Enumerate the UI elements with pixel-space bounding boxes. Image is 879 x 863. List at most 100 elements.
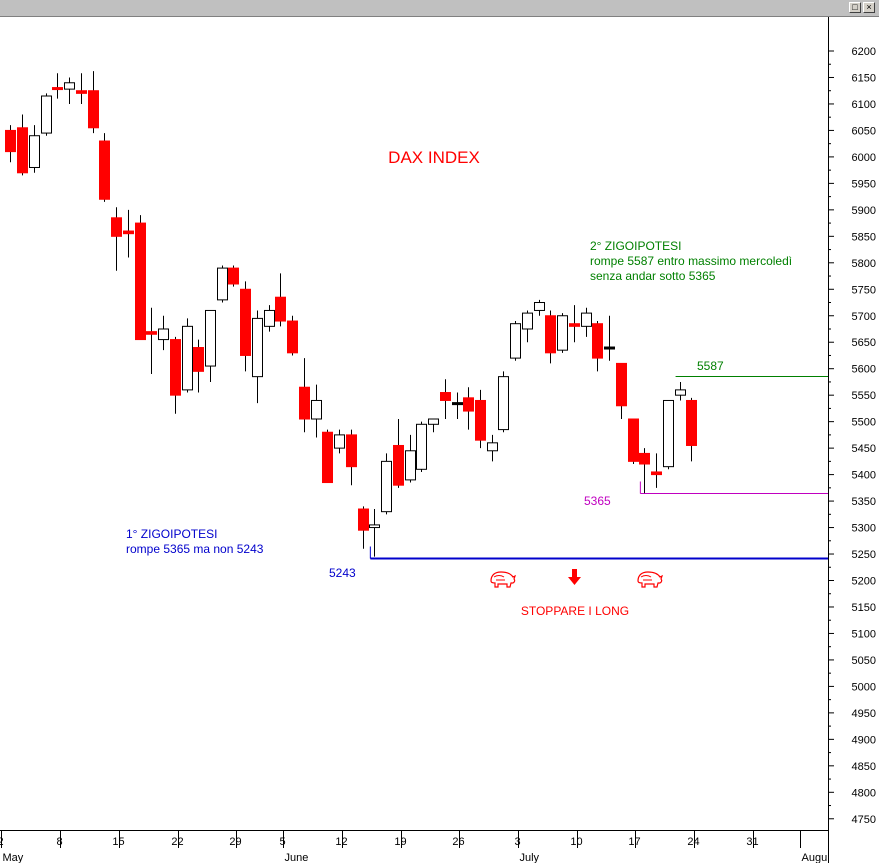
bear-icon <box>637 571 664 588</box>
candle-body <box>182 325 193 391</box>
candle <box>463 387 474 430</box>
candle <box>628 418 639 465</box>
candle <box>29 125 40 173</box>
hypothesis-1-title: 1° ZIGOIPOTESI <box>126 527 217 541</box>
chart-title: DAX INDEX <box>388 148 480 167</box>
candle-body <box>487 442 498 452</box>
candle <box>487 434 498 462</box>
hypothesis-2-title: 2° ZIGOIPOTESI <box>590 239 681 253</box>
x-tick-label: 3 <box>514 836 520 848</box>
candle-body <box>5 129 16 153</box>
candle <box>616 362 627 420</box>
candle <box>252 310 263 404</box>
x-tick-label: 29 <box>229 836 241 848</box>
candle <box>240 281 251 372</box>
candle <box>158 315 169 351</box>
y-tick-label: 5250 <box>852 549 876 561</box>
candle <box>311 384 322 438</box>
candle <box>299 358 310 433</box>
candle-body <box>463 397 474 412</box>
x-month-label: June <box>285 852 309 863</box>
candle-body <box>29 135 40 168</box>
candle <box>205 309 216 382</box>
candle-body <box>475 399 486 441</box>
candle <box>639 448 650 494</box>
candle-body <box>252 317 263 378</box>
candle <box>322 429 333 484</box>
close-icon[interactable]: × <box>863 2 875 13</box>
candle-body <box>99 140 110 200</box>
window-titlebar: □ × <box>0 0 879 17</box>
candle <box>452 392 463 420</box>
candle <box>17 114 28 176</box>
candle-body <box>76 90 87 94</box>
candle <box>416 421 427 472</box>
candle-body <box>639 452 650 465</box>
candle <box>651 453 662 488</box>
hypothesis-2-condition: rompe 5587 entro massimo mercoledì <box>590 254 792 268</box>
y-tick-label: 5550 <box>852 390 876 402</box>
candle <box>135 215 146 341</box>
candle-body <box>452 402 463 406</box>
y-tick-label: 4900 <box>852 734 876 746</box>
candle-body <box>170 339 181 396</box>
candle <box>217 265 228 303</box>
candle-body <box>545 315 556 354</box>
x-month-label: Augu <box>802 852 828 863</box>
candle-body <box>604 346 615 350</box>
hypothesis-2-constraint: senza andar sotto 5365 <box>590 269 716 283</box>
candle <box>604 315 615 361</box>
stop-long-label: STOPPARE I LONG <box>521 604 629 618</box>
candle-body <box>275 296 286 322</box>
x-month-label: July <box>520 852 540 863</box>
candle-body <box>358 508 369 531</box>
x-tick-label: 17 <box>628 836 640 848</box>
candle-body <box>405 450 416 481</box>
y-tick-label: 5300 <box>852 523 876 535</box>
y-tick-label: 4850 <box>852 761 876 773</box>
candles <box>5 71 697 557</box>
restore-icon[interactable]: □ <box>849 2 861 13</box>
candle-body <box>592 323 603 359</box>
y-tick-label: 5850 <box>852 231 876 243</box>
candle-body <box>52 87 63 91</box>
candle <box>510 321 521 361</box>
y-tick-label: 5200 <box>852 576 876 588</box>
candle-body <box>675 389 686 396</box>
candle <box>393 419 404 488</box>
candle <box>287 315 298 356</box>
candle <box>76 73 87 104</box>
candle <box>193 339 204 393</box>
candle <box>111 207 122 271</box>
candle <box>569 305 580 343</box>
candle-body <box>428 418 439 425</box>
candle-body <box>416 423 427 470</box>
x-month-label: May <box>3 852 24 863</box>
candle-body <box>287 320 298 354</box>
candle-body <box>569 323 580 327</box>
candle-body <box>510 323 521 359</box>
candle-body <box>88 90 99 129</box>
y-tick-label: 6050 <box>852 125 876 137</box>
candle-body <box>41 95 52 134</box>
x-tick-label: 12 <box>335 836 347 848</box>
candle <box>64 77 75 104</box>
candle-body <box>311 399 322 420</box>
candle <box>99 133 110 202</box>
candle <box>675 381 686 401</box>
y-tick-label: 6100 <box>852 99 876 111</box>
candle <box>52 73 63 99</box>
y-tick-label: 5050 <box>852 655 876 667</box>
y-tick-label: 4800 <box>852 787 876 799</box>
candle <box>88 71 99 134</box>
candle-body <box>205 309 216 367</box>
y-tick-label: 5400 <box>852 470 876 482</box>
y-tick-label: 5700 <box>852 311 876 323</box>
candle-body <box>146 331 157 335</box>
candle-body <box>123 230 134 235</box>
x-tick-label: 22 <box>171 836 183 848</box>
candle <box>522 310 533 343</box>
candle <box>123 209 134 258</box>
y-tick-label: 6150 <box>852 72 876 84</box>
